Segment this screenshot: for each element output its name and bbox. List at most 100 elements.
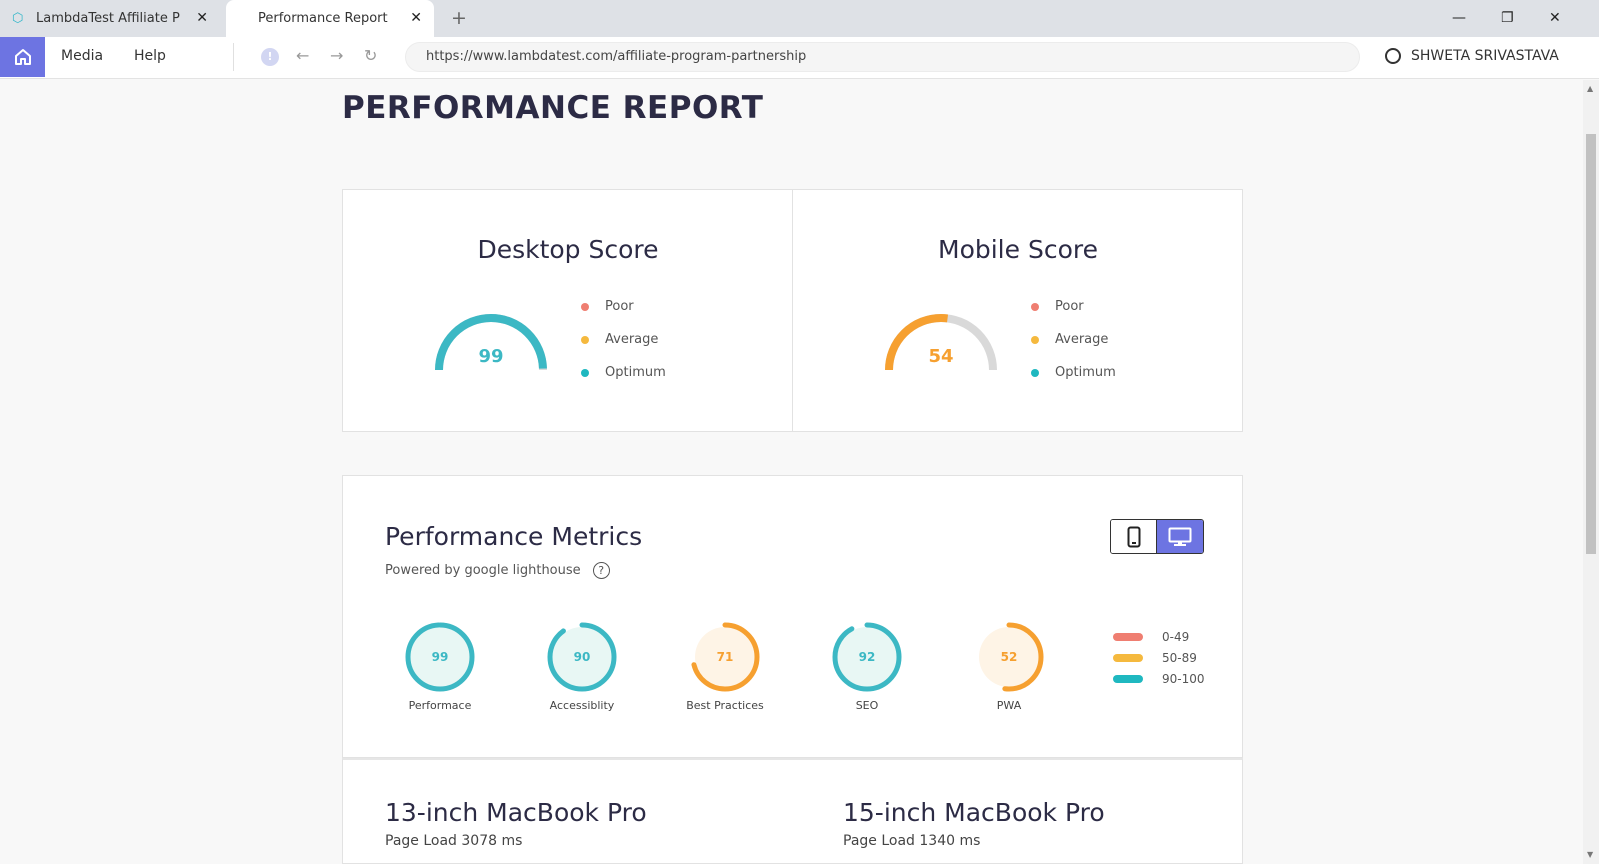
powered-by: Powered by google lighthouse ? xyxy=(385,562,610,579)
device-15-inch-macbook-pro: 15-inch MacBook Pro Page Load 1340 ms xyxy=(843,798,1105,849)
divider xyxy=(233,43,234,71)
poor-dot-icon xyxy=(581,302,589,311)
menu-help[interactable]: Help xyxy=(134,48,166,64)
metric-value: 92 xyxy=(859,650,876,664)
metric-ring: 99 xyxy=(405,622,475,692)
legend-label: Average xyxy=(1055,332,1109,347)
maximize-icon[interactable]: ❐ xyxy=(1501,10,1514,26)
metric-ring: 92 xyxy=(832,622,902,692)
range-label: 50-89 xyxy=(1162,650,1197,665)
legend-average: Average xyxy=(581,323,666,356)
device-toggle xyxy=(1110,519,1204,554)
legend-label: Optimum xyxy=(1055,365,1116,380)
range-average-bar xyxy=(1113,653,1143,662)
home-button[interactable] xyxy=(0,37,45,77)
vertical-scrollbar[interactable]: ▲ ▼ xyxy=(1583,80,1599,864)
poor-dot-icon xyxy=(1031,302,1039,311)
desktop-score-panel: Desktop Score 99 Poor Average Optimum xyxy=(343,190,793,431)
scroll-down-icon[interactable]: ▼ xyxy=(1587,850,1594,859)
metric-ring: 90 xyxy=(547,622,617,692)
user-icon xyxy=(1385,48,1401,64)
metric-ring: 71 xyxy=(690,622,760,692)
device-name: 13-inch MacBook Pro xyxy=(385,798,647,827)
help-icon[interactable]: ? xyxy=(592,562,610,579)
range-legend: 0-49 50-89 90-100 xyxy=(1113,626,1205,689)
tab-performance-report[interactable]: Performance Report ✕ xyxy=(226,0,434,37)
optimum-dot-icon xyxy=(1031,368,1039,377)
desktop-gauge-arc xyxy=(435,314,547,371)
mobile-view-button[interactable] xyxy=(1111,520,1158,553)
legend-optimum: Optimum xyxy=(581,356,666,389)
performance-metrics-card: Performance Metrics Powered by google li… xyxy=(342,475,1243,758)
device-page-load: Page Load 3078 ms xyxy=(385,833,523,849)
mobile-gauge-arc xyxy=(885,314,997,371)
metric-pwa: 52 PWA xyxy=(954,620,1064,712)
device-name: 15-inch MacBook Pro xyxy=(843,798,1105,827)
legend-label: Poor xyxy=(605,299,634,314)
forward-icon[interactable]: → xyxy=(330,46,344,65)
metric-value: 71 xyxy=(717,650,734,664)
new-tab-button[interactable]: + xyxy=(451,7,467,29)
minimize-icon[interactable]: — xyxy=(1452,10,1466,26)
scrollbar-thumb[interactable] xyxy=(1586,134,1596,554)
metric-label: Performace xyxy=(408,699,472,712)
metric-value: 52 xyxy=(1001,650,1018,664)
mobile-score-value: 54 xyxy=(928,346,954,367)
user-name: SHWETA SRIVASTAVA xyxy=(1411,48,1559,64)
score-legend: Poor Average Optimum xyxy=(581,290,666,389)
device-13-inch-macbook-pro: 13-inch MacBook Pro Page Load 3078 ms xyxy=(385,798,647,849)
mobile-icon xyxy=(1127,526,1140,547)
mobile-score-gauge: 54 xyxy=(881,310,1001,380)
tab-label: LambdaTest Affiliate P xyxy=(36,11,180,26)
score-legend: Poor Average Optimum xyxy=(1031,290,1116,389)
metric-performace: 99 Performace xyxy=(385,620,495,712)
info-icon[interactable]: ! xyxy=(261,48,279,66)
metric-label: SEO xyxy=(855,699,879,712)
metric-label: Accessiblity xyxy=(549,699,615,712)
optimum-dot-icon xyxy=(581,368,589,377)
metric-value: 99 xyxy=(432,650,449,664)
range-label: 90-100 xyxy=(1162,671,1205,686)
device-results-card: 13-inch MacBook Pro Page Load 3078 ms 15… xyxy=(342,758,1243,864)
close-tab-icon[interactable]: ✕ xyxy=(410,10,422,26)
metric-accessiblity: 90 Accessiblity xyxy=(527,620,637,712)
range-poor: 0-49 xyxy=(1113,626,1205,647)
desktop-score-title: Desktop Score xyxy=(477,235,659,264)
reload-icon[interactable]: ↻ xyxy=(364,46,378,65)
metric-ring: 52 xyxy=(974,622,1044,692)
device-page-load: Page Load 1340 ms xyxy=(843,833,981,849)
range-poor-bar xyxy=(1113,632,1143,641)
tab-lambdatest-affiliate[interactable]: ⬡ LambdaTest Affiliate P ✕ xyxy=(0,0,220,37)
range-label: 0-49 xyxy=(1162,629,1190,644)
desktop-view-button[interactable] xyxy=(1157,520,1203,553)
lambdatest-favicon-icon: ⬡ xyxy=(12,10,24,26)
close-window-icon[interactable]: ✕ xyxy=(1549,10,1561,26)
mobile-score-panel: Mobile Score 54 Poor Average Optimum xyxy=(793,190,1243,431)
close-tab-icon[interactable]: ✕ xyxy=(196,10,208,26)
mobile-score-title: Mobile Score xyxy=(938,235,1098,264)
score-card: Desktop Score 99 Poor Average Optimum Mo… xyxy=(342,189,1243,432)
desktop-score-gauge: 99 xyxy=(431,310,551,380)
range-average: 50-89 xyxy=(1113,647,1205,668)
average-dot-icon xyxy=(1031,335,1039,344)
average-dot-icon xyxy=(581,335,589,344)
address-bar: Media Help ! ← → ↻ https://www.lambdates… xyxy=(0,37,1599,79)
back-icon[interactable]: ← xyxy=(296,46,310,65)
metrics-title: Performance Metrics xyxy=(385,522,643,551)
legend-average: Average xyxy=(1031,323,1116,356)
url-input[interactable]: https://www.lambdatest.com/affiliate-pro… xyxy=(405,42,1360,72)
range-optimum: 90-100 xyxy=(1113,668,1205,689)
legend-optimum: Optimum xyxy=(1031,356,1116,389)
page-title: PERFORMANCE REPORT xyxy=(342,90,764,126)
legend-poor: Poor xyxy=(581,290,666,323)
scroll-up-icon[interactable]: ▲ xyxy=(1587,84,1594,93)
user-account[interactable]: SHWETA SRIVASTAVA xyxy=(1385,48,1559,64)
range-optimum-bar xyxy=(1113,674,1143,683)
desktop-score-value: 99 xyxy=(478,346,504,367)
metric-value: 90 xyxy=(574,650,591,664)
menu-media[interactable]: Media xyxy=(61,48,104,64)
home-icon xyxy=(14,49,31,65)
tab-bar: ⬡ LambdaTest Affiliate P ✕ Performance R… xyxy=(0,0,1599,37)
metric-label: Best Practices xyxy=(686,699,764,712)
legend-poor: Poor xyxy=(1031,290,1116,323)
